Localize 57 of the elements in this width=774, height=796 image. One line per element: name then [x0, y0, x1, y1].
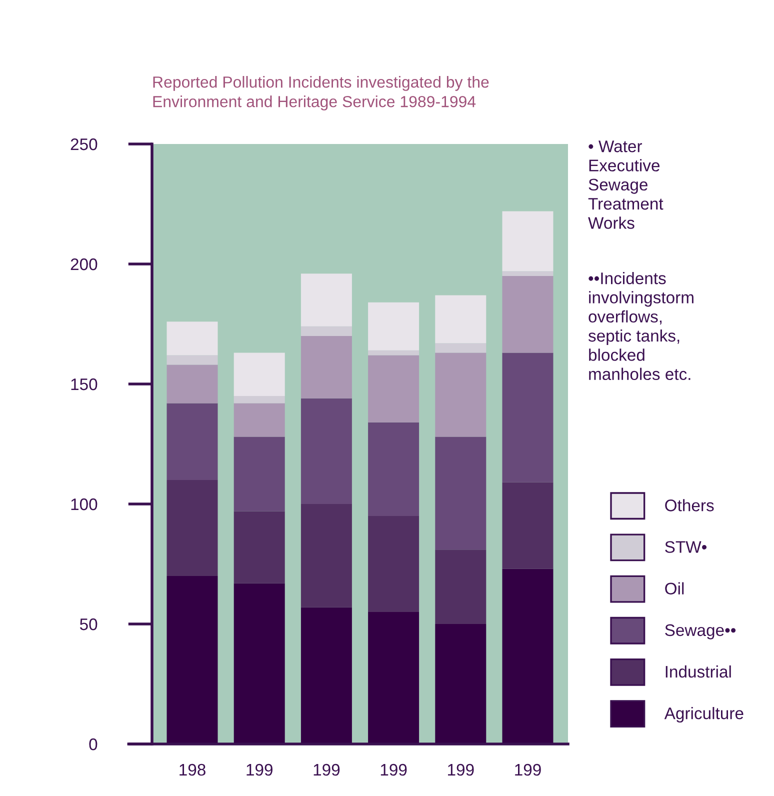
chart-title: Reported Pollution Incidents investigated by the Environment and Heritage Service 1989-1994 — [153, 76, 489, 110]
bar — [368, 302, 420, 350]
x-tick-label: 199 — [515, 764, 541, 776]
bar — [234, 396, 285, 404]
x-tick-label: 199 — [246, 764, 272, 776]
bar — [502, 568, 554, 744]
legend-label: Sewage•• — [665, 624, 736, 640]
bar — [502, 271, 554, 276]
bar — [166, 403, 218, 480]
bar — [368, 350, 420, 356]
bar — [435, 550, 486, 624]
bar — [166, 355, 218, 365]
bar — [502, 352, 554, 482]
legend-label: Others — [665, 499, 714, 512]
bar — [502, 276, 554, 353]
text: • Water Executive Sewage Treatment Works — [588, 140, 664, 229]
x-tick-label: 199 — [314, 764, 340, 776]
x-tick-label: 198 — [180, 764, 206, 776]
y-tick-label: 150 — [71, 378, 98, 390]
bar — [300, 504, 352, 608]
bar — [435, 352, 486, 437]
bar — [300, 398, 352, 504]
bar — [166, 364, 218, 404]
bar — [435, 624, 486, 744]
y-tick-label: 100 — [71, 498, 98, 510]
bar — [300, 607, 352, 744]
y-tick-label: 50 — [80, 618, 98, 630]
bar — [368, 422, 420, 516]
bar — [234, 403, 285, 437]
bar — [234, 511, 285, 584]
bar — [234, 583, 285, 744]
bar — [368, 355, 420, 422]
bar — [234, 352, 285, 396]
text: ••Incidents involvingstorm overflows, septic tanks, blocked manholes etc. — [588, 272, 694, 380]
bar — [502, 211, 554, 272]
legend-label: Agriculture — [664, 707, 744, 723]
bar — [300, 336, 352, 398]
bar — [166, 480, 218, 576]
y-tick-label: 250 — [70, 138, 98, 150]
bar — [435, 343, 486, 353]
x-tick-label: 199 — [380, 764, 407, 776]
bar — [368, 516, 420, 612]
legend-label: Oil — [665, 582, 684, 594]
bar — [368, 612, 420, 744]
legend-label: Industrial — [666, 665, 731, 678]
bar — [300, 326, 352, 336]
bar — [435, 436, 486, 550]
bar — [435, 295, 486, 344]
bar — [166, 576, 218, 744]
legend-label: STW• — [665, 541, 707, 553]
x-tick-label: 199 — [448, 764, 474, 776]
bar — [234, 436, 285, 512]
y-tick-label: 200 — [70, 258, 98, 270]
bar — [166, 322, 218, 356]
bar — [502, 482, 554, 569]
bar — [300, 274, 352, 326]
y-tick-label: 0 — [89, 738, 98, 750]
